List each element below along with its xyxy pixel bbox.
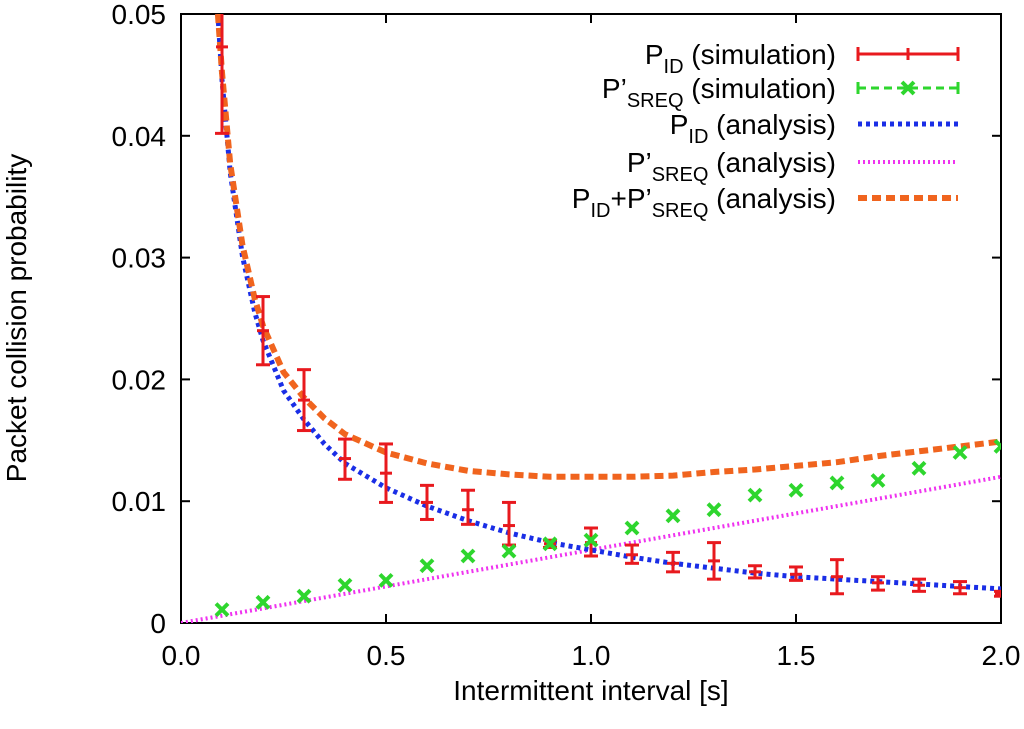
errorbar-point	[994, 589, 1001, 598]
cross-stroke	[993, 438, 1001, 450]
errorbar-point	[707, 541, 721, 581]
cross-point	[542, 536, 558, 552]
x-tick-label: 1.0	[572, 640, 611, 671]
y-tick-label: 0.05	[112, 0, 167, 30]
cross-point	[214, 602, 230, 618]
cross-point	[460, 548, 476, 564]
cross-stroke	[337, 577, 353, 593]
legend-entry-0: PID (simulation)	[645, 39, 960, 78]
cross-stroke	[419, 558, 435, 574]
cross-point	[501, 543, 517, 559]
series-2	[215, 14, 1001, 592]
cross-point	[747, 487, 763, 503]
cross-stroke	[296, 588, 312, 604]
cross-stroke	[829, 475, 845, 491]
cross-point	[378, 572, 394, 588]
x-tick-label: 0.5	[367, 640, 406, 671]
legend-entry-1: P’SREQ (simulation)	[602, 73, 960, 112]
cross-stroke	[952, 445, 968, 460]
cross-stroke	[542, 536, 558, 552]
cross-point	[952, 445, 968, 460]
y-tick-label: 0.04	[112, 121, 167, 152]
cross-point	[706, 502, 722, 518]
errorbar-point	[502, 500, 516, 547]
cross-stroke	[788, 482, 804, 498]
errorbar-point	[338, 437, 352, 481]
series-line	[215, 14, 1001, 592]
errorbar-point	[871, 575, 885, 592]
cross-stroke	[911, 460, 927, 476]
errorbar-point	[953, 580, 967, 596]
cross-stroke	[993, 443, 1001, 454]
cross-point	[911, 460, 927, 476]
cross-stroke	[747, 487, 763, 503]
y-tick-label: 0.01	[112, 486, 167, 517]
x-tick-label: 0.0	[162, 640, 201, 671]
errorbar-point	[297, 368, 311, 433]
cross-stroke	[706, 502, 722, 518]
errorbar-point	[256, 295, 270, 367]
cross-point	[829, 475, 845, 491]
legend-label: PID+P’SREQ (analysis)	[572, 183, 836, 222]
cross-stroke	[870, 473, 886, 488]
legend-entry-3: P’SREQ (analysis)	[627, 147, 958, 186]
legend-label: P’SREQ (simulation)	[602, 73, 836, 112]
legend-label: P’SREQ (analysis)	[627, 147, 836, 186]
legend-label: PID (analysis)	[670, 109, 836, 148]
errorbar-point	[625, 543, 639, 565]
y-tick-label: 0.02	[112, 364, 167, 395]
errorbar-point	[461, 488, 475, 526]
series-4	[214, 14, 1001, 480]
cross-stroke	[255, 594, 271, 610]
series-line	[214, 14, 1001, 480]
cross-point	[665, 508, 681, 524]
legend-entry-2: PID (analysis)	[670, 109, 958, 148]
legend: PID (simulation)P’SREQ (simulation)PID (…	[572, 39, 960, 222]
errorbar-point	[215, 14, 229, 135]
cross-stroke	[501, 543, 517, 559]
errorbar-point	[420, 483, 434, 521]
errorbar-point	[666, 550, 680, 574]
cross-point	[583, 532, 599, 548]
errorbar-point	[830, 558, 844, 596]
cross-point	[624, 520, 640, 536]
cross-point	[337, 577, 353, 593]
y-tick-label: 0	[150, 608, 166, 639]
cross-point	[870, 473, 886, 488]
cross-point	[296, 588, 312, 604]
y-axis-label: Packet collision probability	[1, 154, 32, 482]
legend-label: PID (simulation)	[645, 39, 836, 78]
cross-stroke	[665, 508, 681, 524]
legend-swatch-cross	[900, 80, 916, 96]
errorbar-point	[912, 577, 926, 593]
series	[181, 14, 1001, 623]
ticks: 0.0 0.5 1.0 1.5 2.0 0 0.01 0.02 0.03 0.04 0.05	[112, 0, 1021, 671]
cross-stroke	[583, 532, 599, 548]
cross-stroke	[214, 602, 230, 618]
cross-point	[788, 482, 804, 498]
cross-stroke	[460, 548, 476, 564]
legend-entry-4: PID+P’SREQ (analysis)	[572, 183, 958, 222]
errorbar-point	[748, 564, 762, 580]
x-tick-label: 1.5	[777, 640, 816, 671]
cross-point	[419, 558, 435, 574]
errorbar-point	[379, 442, 393, 504]
y-tick-label: 0.03	[112, 243, 167, 274]
cross-point	[993, 438, 1001, 454]
x-tick-label: 2.0	[982, 640, 1021, 671]
errorbar-point	[789, 565, 803, 582]
x-axis-label: Intermittent interval [s]	[453, 675, 728, 706]
cross-point	[255, 594, 271, 610]
cross-stroke	[624, 520, 640, 536]
cross-stroke	[378, 572, 394, 588]
series-1	[214, 438, 1001, 618]
